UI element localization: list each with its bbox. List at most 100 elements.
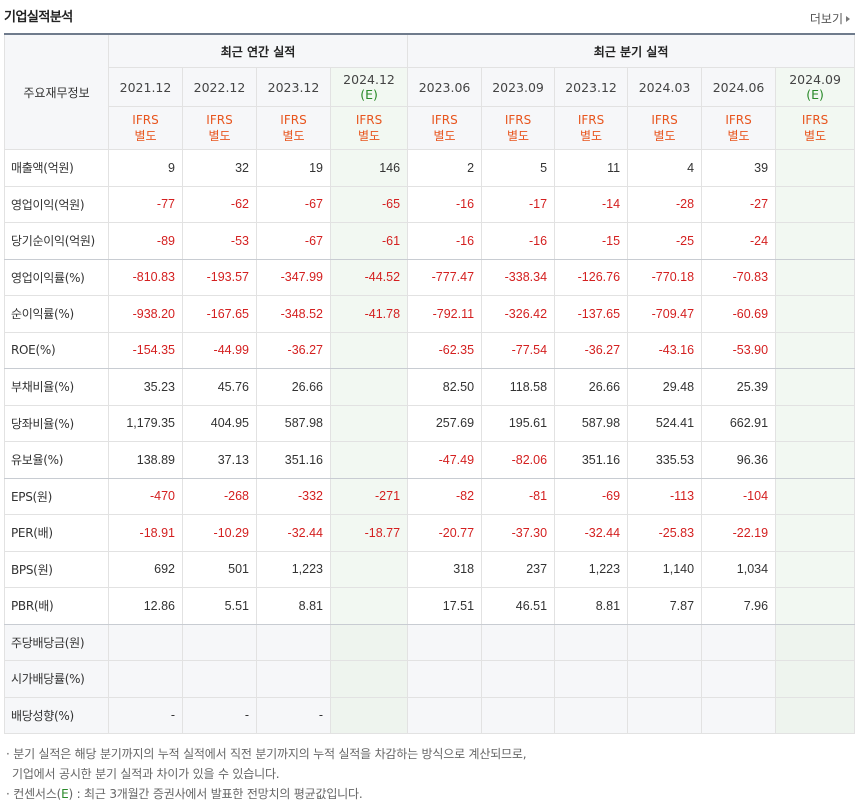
table-cell [775, 477, 856, 515]
page-title: 기업실적분석 [4, 10, 73, 25]
table-cell: -36.27 [554, 331, 629, 369]
table-cell: 662.91 [701, 404, 777, 442]
table-row: 영업이익률(%) -810.83 -193.57 -347.99 -44.52 -777.… [4, 258, 856, 296]
table-cell: -810.83 [108, 258, 183, 296]
table-cell: -44.99 [182, 331, 257, 369]
table-cell: -14 [554, 185, 629, 223]
table-cell: 25.39 [701, 368, 777, 406]
ifrs-label: IFRS 별도 [481, 106, 556, 150]
table-cell: 96.36 [701, 441, 777, 479]
table-cell: 351.16 [256, 441, 331, 479]
table-cell: -41.78 [329, 295, 409, 333]
ifrs-standard: IFRS [132, 113, 159, 127]
ifrs-standard: IFRS [206, 113, 233, 127]
table-cell [481, 660, 556, 698]
table-row: 매출액(억원) 9 32 19 146 2 5 11 4 39 [4, 149, 856, 187]
row-label: 주당배당금(원) [4, 623, 109, 661]
table-cell [256, 623, 331, 661]
table-cell: -65 [329, 185, 409, 223]
table-row: PER(배) -18.91 -10.29 -32.44 -18.77 -20.77 -37.… [4, 514, 856, 552]
table-cell: 19 [256, 149, 331, 187]
column-date-header: 2023.06 [407, 67, 483, 107]
row-label: 영업이익(억원) [4, 185, 109, 223]
table-cell: 46.51 [481, 587, 556, 625]
table-cell [407, 623, 483, 661]
table-cell: -53.90 [701, 331, 777, 369]
ifrs-standard: IFRS [504, 113, 532, 127]
table-cell: -104 [701, 477, 777, 515]
ifrs-label: IFRS 별도 [182, 106, 257, 150]
table-row: 배당성향(%) - - - [4, 696, 856, 734]
row-label: PER(배) [4, 514, 109, 552]
column-date-header: 2024.06 [701, 67, 777, 107]
ifrs-label: IFRS 별도 [256, 106, 331, 150]
table-cell: 7.96 [701, 587, 777, 625]
row-label: 매출액(억원) [4, 149, 109, 187]
ifrs-standard: IFRS [355, 113, 383, 127]
row-label: 당좌비율(%) [4, 404, 109, 442]
table-cell: -938.20 [108, 295, 183, 333]
row-label: PBR(배) [4, 587, 109, 625]
table-cell [329, 696, 409, 734]
table-cell: -24 [701, 222, 777, 260]
table-cell [182, 660, 257, 698]
table-cell: -15 [554, 222, 629, 260]
table-cell [329, 660, 409, 698]
ifrs-standard: IFRS [651, 113, 678, 127]
table-cell [775, 550, 856, 588]
table-cell: 17.51 [407, 587, 483, 625]
table-cell: 45.76 [182, 368, 257, 406]
row-label: ROE(%) [4, 331, 109, 369]
table-cell: 195.61 [481, 404, 556, 442]
row-label: 유보율(%) [4, 441, 109, 479]
table-cell: -70.83 [701, 258, 777, 296]
table-cell: 1,034 [701, 550, 777, 588]
table-cell: 257.69 [407, 404, 483, 442]
table-cell: - [108, 696, 183, 734]
table-cell: 587.98 [256, 404, 331, 442]
table-cell: 2 [407, 149, 483, 187]
financial-table-container: 주요재무정보 최근 연간 실적 최근 분기 실적 2021.12 2022.12 2023… [4, 33, 856, 734]
table-cell: -126.76 [554, 258, 629, 296]
table-cell: - [182, 696, 257, 734]
table-cell [775, 331, 856, 369]
ifrs-standard: IFRS [280, 113, 307, 127]
table-cell: 318 [407, 550, 483, 588]
table-cell [407, 696, 483, 734]
table-row: PBR(배) 12.86 5.51 8.81 17.51 46.51 8.81 7.87 7.9… [4, 587, 856, 625]
table-cell: -53 [182, 222, 257, 260]
table-cell [108, 623, 183, 661]
column-date: 2021.12 [119, 79, 172, 95]
table-row: 당좌비율(%) 1,179.35 404.95 587.98 257.69 195.61 5… [4, 404, 856, 442]
table-row: 당기순이익(억원) -89 -53 -67 -61 -16 -16 -15 -25 -24 [4, 222, 856, 260]
table-row: 영업이익(억원) -77 -62 -67 -65 -16 -17 -14 -28 -27 [4, 185, 856, 223]
table-cell [554, 696, 629, 734]
row-label: 부채비율(%) [4, 368, 109, 406]
table-cell: 5.51 [182, 587, 257, 625]
ifrs-standard: IFRS [801, 113, 829, 127]
table-cell: 26.66 [554, 368, 629, 406]
row-label: BPS(원) [4, 550, 109, 588]
table-row: 시가배당률(%) [4, 660, 856, 698]
table-cell [481, 623, 556, 661]
note-2: 기업에서 공시한 분기 실적과 차이가 있을 수 있습니다. [12, 767, 280, 781]
table-cell [329, 368, 409, 406]
table-cell: -77 [108, 185, 183, 223]
table-cell: -43.16 [627, 331, 703, 369]
annual-group-header: 최근 연간 실적 [107, 33, 409, 68]
table-cell [329, 331, 409, 369]
more-link[interactable]: 더보기 [810, 10, 850, 27]
table-cell: 1,223 [554, 550, 629, 588]
table-cell: 351.16 [554, 441, 629, 479]
table-cell [256, 660, 331, 698]
table-cell [775, 185, 856, 223]
table-cell: -82.06 [481, 441, 556, 479]
section-header: 기업실적분석 더보기 [0, 0, 858, 34]
table-cell [701, 696, 777, 734]
ifrs-standard: IFRS [431, 113, 458, 127]
column-date: 2024.09 [789, 72, 841, 87]
ifrs-standard: IFRS [577, 113, 605, 127]
ifrs-type: 별도 [653, 129, 676, 143]
table-cell: -62 [182, 185, 257, 223]
row-header-label: 주요재무정보 [4, 33, 109, 150]
